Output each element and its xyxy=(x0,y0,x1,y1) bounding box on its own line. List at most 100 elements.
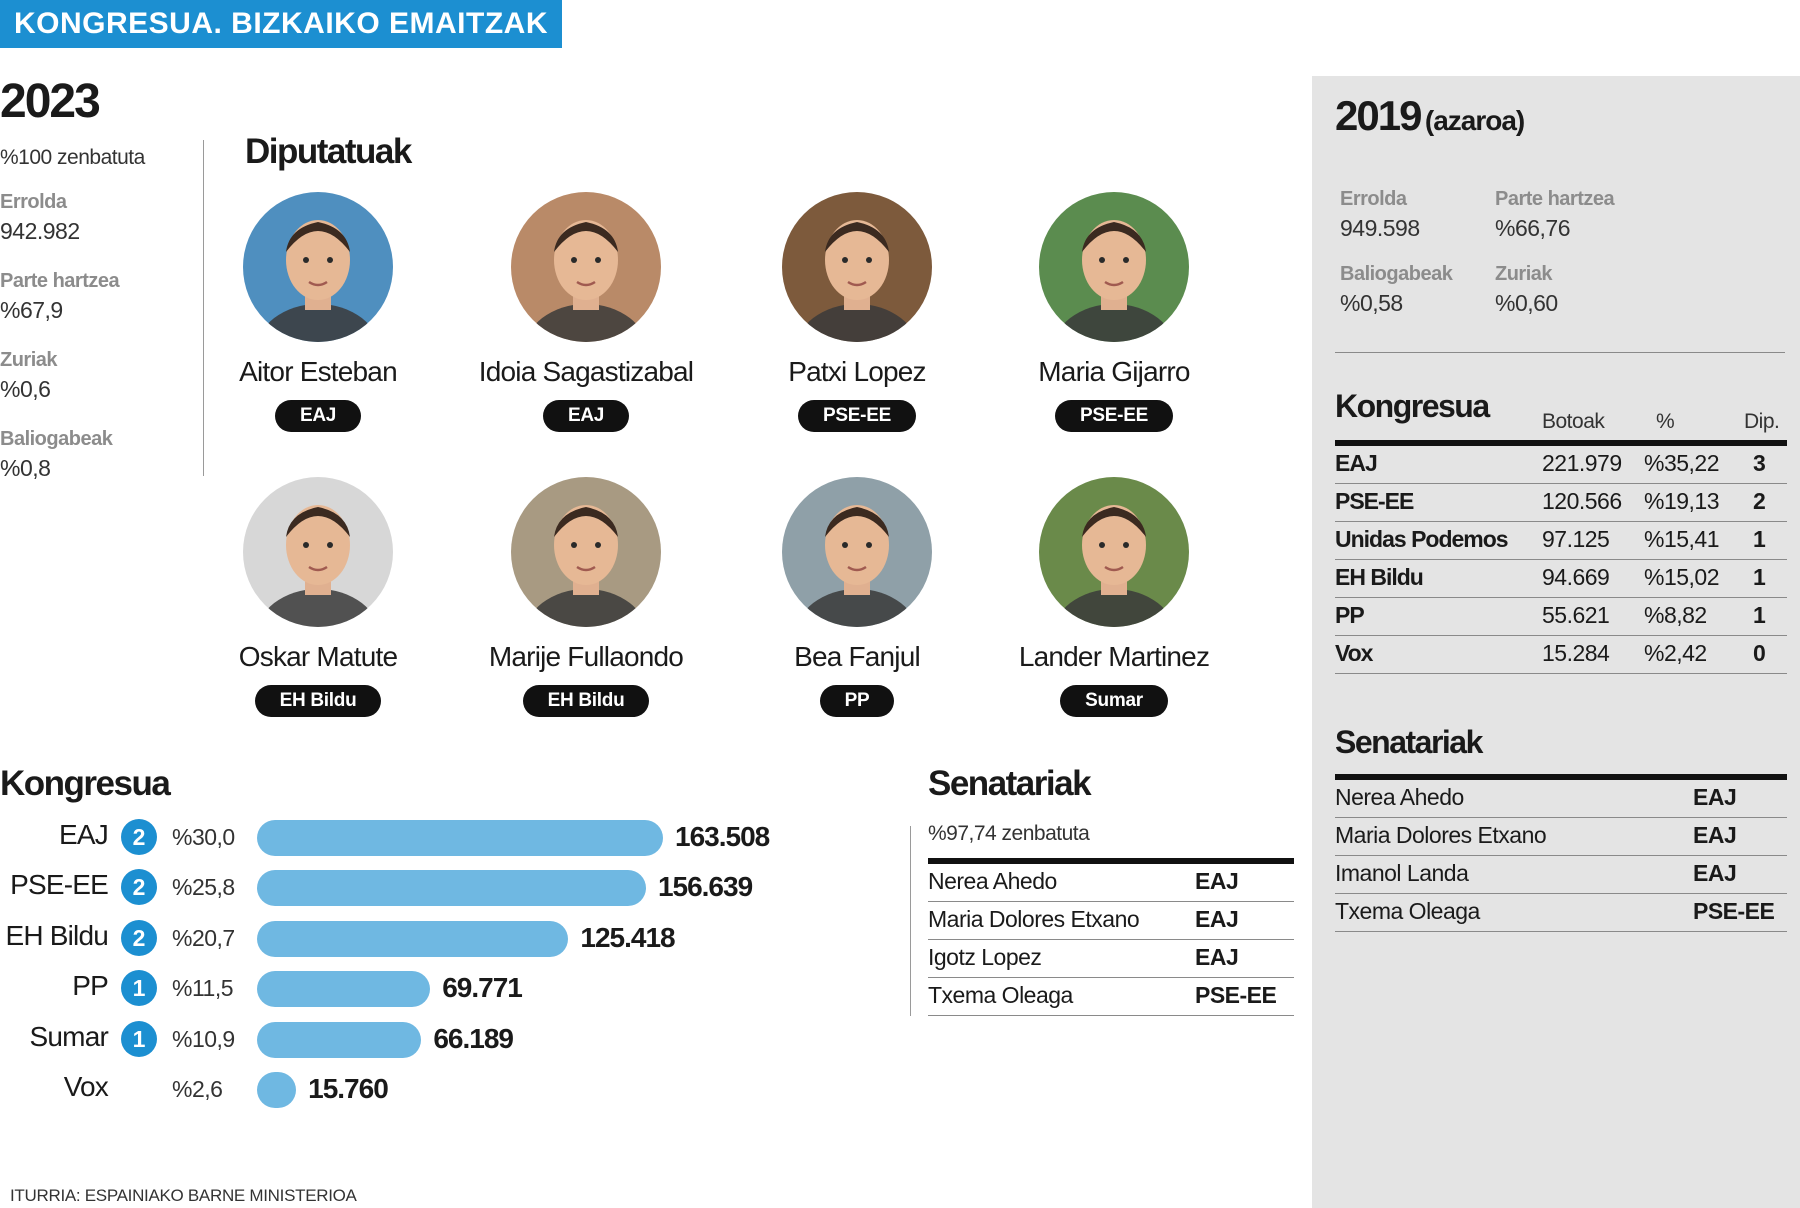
stat-2019-label-census: Errolda xyxy=(1340,188,1407,210)
bar-percent-label: %2,6 xyxy=(172,1076,223,1102)
bar-party-label: PSE-EE xyxy=(10,869,109,901)
panel-2019 xyxy=(1312,76,1800,1208)
year-2019: 2019 xyxy=(1335,92,1422,139)
deputy-photo xyxy=(782,192,932,342)
congress-2019-row: PSE-EE 120.566 %19,13 2 xyxy=(1335,484,1787,522)
deputy-photo xyxy=(243,477,393,627)
row-votes: 120.566 xyxy=(1542,488,1622,514)
deputy-name: Lander Martinez xyxy=(1018,641,1210,672)
bar-party-label: PP xyxy=(72,970,109,1002)
deputy-name: Bea Fanjul xyxy=(794,641,921,672)
bar-value-label: 15.760 xyxy=(308,1073,389,1104)
stat-value-turnout: %67,9 xyxy=(0,297,63,323)
senator-party: EAJ xyxy=(1693,784,1737,810)
deputy-name: Patxi Lopez xyxy=(788,356,926,387)
deputy-party-wrap: PP xyxy=(722,673,992,717)
bar xyxy=(257,1021,422,1058)
senator-party: EAJ xyxy=(1693,860,1737,886)
deputy-card: Aitor Esteban EAJ xyxy=(183,192,453,432)
deputy-card: Oskar Matute EH Bildu xyxy=(183,477,453,717)
deputy-photo xyxy=(511,192,661,342)
party-badge: PSE-EE xyxy=(798,400,916,432)
col-percent: % xyxy=(1656,410,1675,433)
deputy-photo xyxy=(1039,192,1189,342)
row-percent: %15,02 xyxy=(1644,564,1720,590)
deputy-party-wrap: EH Bildu xyxy=(451,673,721,717)
stat-2019-value-null: %0,58 xyxy=(1340,290,1403,316)
deputy-card: Lander Martinez Sumar xyxy=(979,477,1249,717)
bar-percent-label: %11,5 xyxy=(172,975,234,1002)
seat-count-badge: 2 xyxy=(121,819,157,855)
bar-value-label: 69.771 xyxy=(442,972,523,1004)
deputies-heading: Diputatuak xyxy=(245,132,412,171)
party-badge: EAJ xyxy=(542,400,630,432)
senator-2019-row: Maria Dolores Etxano EAJ xyxy=(1335,818,1787,856)
stat-2019-value-turnout: %66,76 xyxy=(1495,215,1571,241)
party-badge: Sumar xyxy=(1060,685,1168,717)
bar-percent-label: %20,7 xyxy=(172,924,235,951)
row-percent: %35,22 xyxy=(1644,450,1720,476)
row-party: PSE-EE xyxy=(1335,488,1414,514)
senator-party: PSE-EE xyxy=(1693,898,1775,924)
deputy-name: Maria Gijarro xyxy=(1038,356,1190,387)
bar-value-label: 156.639 xyxy=(657,871,753,903)
stats-2019-divider xyxy=(1335,352,1785,353)
party-badge: PSE-EE xyxy=(1055,400,1173,432)
row-party: Vox xyxy=(1335,640,1373,666)
row-percent: %2,42 xyxy=(1644,640,1707,666)
deputy-party-wrap: EAJ xyxy=(183,388,453,432)
stat-value-census: 942.982 xyxy=(0,218,80,244)
senator-party: EAJ xyxy=(1195,944,1239,970)
senator-party: EAJ xyxy=(1195,906,1239,932)
senate-table-rule xyxy=(928,858,1294,864)
senator-party: EAJ xyxy=(1693,822,1737,848)
bar-percent-label: %25,8 xyxy=(172,874,235,901)
bar xyxy=(257,971,431,1008)
senate-divider xyxy=(910,826,911,1016)
seat-count-badge: 1 xyxy=(121,1020,157,1057)
party-badge: EH Bildu xyxy=(254,685,382,717)
bar-party-label: EH Bildu xyxy=(5,919,108,951)
row-seats: 1 xyxy=(1753,526,1766,552)
deputy-name: Idoia Sagastizabal xyxy=(478,356,694,387)
deputy-card: Bea Fanjul PP xyxy=(722,477,992,717)
congress-2019-heading: Kongresua xyxy=(1335,388,1490,424)
col-seats: Dip. xyxy=(1744,410,1780,433)
deputy-card: Idoia Sagastizabal EAJ xyxy=(451,192,721,432)
year-2023: 2023 xyxy=(0,75,101,128)
senator-row: Igotz Lopez EAJ xyxy=(928,940,1294,978)
bar xyxy=(257,1072,297,1108)
row-seats: 0 xyxy=(1753,640,1766,666)
senate-2019-heading: Senatariak xyxy=(1335,724,1483,760)
stat-label-null: Baliogabeak xyxy=(0,428,113,450)
stat-2019-value-blank: %0,60 xyxy=(1495,290,1558,316)
row-party: EH Bildu xyxy=(1335,564,1424,590)
deputy-party-wrap: EAJ xyxy=(451,388,721,432)
deputy-photo xyxy=(1039,477,1189,627)
party-badge: EAJ xyxy=(274,400,362,432)
row-seats: 1 xyxy=(1753,602,1766,628)
congress-2019-row: Vox 15.284 %2,42 0 xyxy=(1335,636,1787,674)
bar-party-label: Sumar xyxy=(29,1020,109,1052)
row-votes: 97.125 xyxy=(1542,526,1610,552)
senator-name: Nerea Ahedo xyxy=(1335,784,1464,810)
senator-party: EAJ xyxy=(1195,868,1239,894)
stat-2019-label-turnout: Parte hartzea xyxy=(1495,188,1615,210)
deputy-card: Marije Fullaondo EH Bildu xyxy=(451,477,721,717)
deputy-card: Maria Gijarro PSE-EE xyxy=(979,192,1249,432)
stat-2019-label-blank: Zuriak xyxy=(1495,263,1553,285)
counted-2023: %100 zenbatuta xyxy=(0,146,145,169)
year-2019-heading: 2019 (azaroa) xyxy=(1335,92,1525,140)
bar-percent-label: %30,0 xyxy=(172,824,235,850)
senate-counted: %97,74 zenbatuta xyxy=(928,822,1090,845)
senator-row: Maria Dolores Etxano EAJ xyxy=(928,902,1294,940)
bar-value-label: 163.508 xyxy=(675,821,770,852)
bar xyxy=(257,920,569,957)
bar-value-label: 125.418 xyxy=(580,921,675,953)
senator-name: Imanol Landa xyxy=(1335,860,1469,886)
deputy-name: Marije Fullaondo xyxy=(488,641,684,672)
row-party: PP xyxy=(1335,602,1365,628)
page-title: KONGRESUA. BIZKAIKO EMAITZAK xyxy=(0,0,562,48)
senator-name: Txema Oleaga xyxy=(928,982,1073,1008)
senator-2019-row: Nerea Ahedo EAJ xyxy=(1335,780,1787,818)
